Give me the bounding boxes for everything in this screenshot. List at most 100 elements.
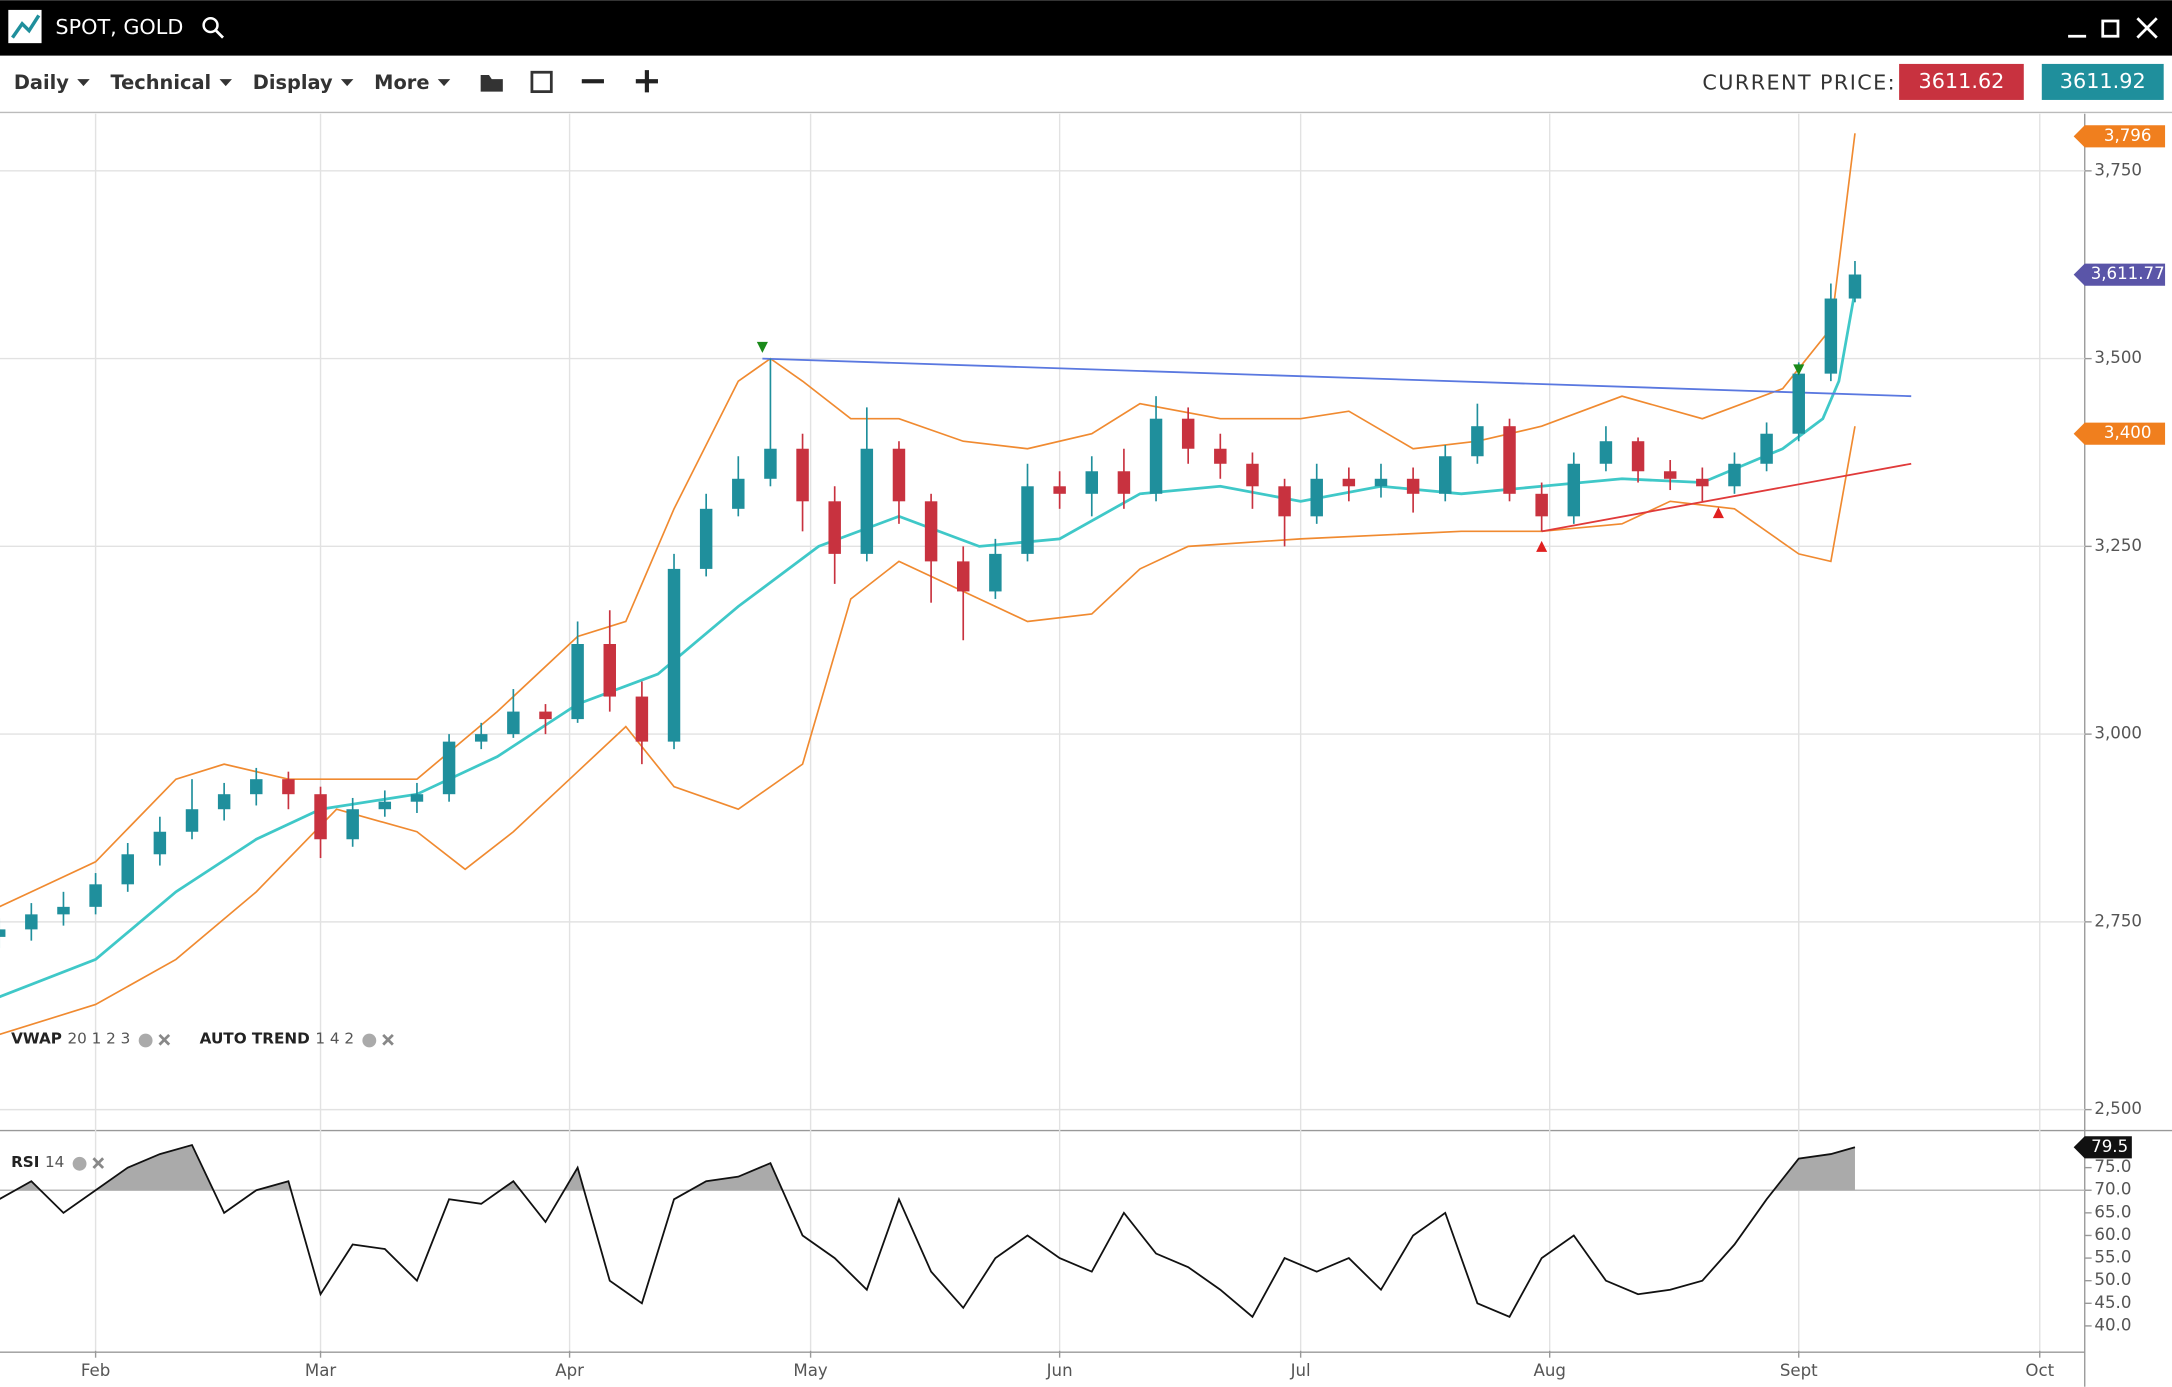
current-price-label: CURRENT PRICE: [1702, 70, 1896, 94]
candle-body [796, 448, 809, 502]
indicator-name: AUTO TREND [200, 1030, 310, 1048]
candle-body [1149, 418, 1163, 494]
indicator-params: 1 4 2 [315, 1030, 354, 1048]
y-tick-label: 65.0 [2094, 1202, 2131, 1221]
menu-item[interactable]: Display [253, 71, 333, 94]
candle-body [892, 448, 906, 502]
settings-icon[interactable] [72, 1156, 87, 1171]
candle-body [539, 711, 552, 720]
candle-body [1760, 433, 1773, 464]
trend-line [762, 357, 1912, 398]
x-tick-label: Jul [1290, 1361, 1311, 1380]
candle-body [1117, 471, 1131, 494]
candle-body [89, 884, 102, 907]
rsi-line [0, 1143, 1856, 1319]
menu-caret[interactable] [219, 79, 232, 87]
ask-box[interactable] [2041, 63, 2164, 100]
x-tick-label: May [793, 1361, 828, 1380]
price-tag [2073, 263, 2166, 286]
x-tick-label: Feb [81, 1361, 110, 1380]
price-tag [2073, 125, 2166, 148]
y-tick-label: 3,750 [2094, 160, 2142, 179]
candle-body [924, 501, 938, 562]
rsi-tag-label: 79.5 [2091, 1137, 2128, 1156]
candle-body [1503, 426, 1516, 494]
candle-body [571, 643, 584, 720]
candle-body [1342, 478, 1356, 487]
settings-icon[interactable] [362, 1033, 377, 1048]
indicator-params: 14 [45, 1153, 64, 1171]
candle-body [764, 448, 777, 479]
candle-body [1792, 373, 1805, 434]
candle-body [153, 831, 167, 855]
open-icon[interactable] [480, 75, 503, 92]
x-tick-label: Sept [1780, 1361, 1818, 1380]
x-tick-label: Mar [305, 1361, 337, 1380]
menu-item[interactable]: More [374, 71, 429, 94]
menu-caret[interactable] [340, 79, 354, 87]
candle-body [1824, 298, 1838, 374]
zoom-in[interactable] [635, 70, 658, 93]
candle-body [1631, 441, 1645, 472]
candle-body [1310, 478, 1323, 517]
candle-body [989, 553, 1002, 592]
menu-caret[interactable] [437, 79, 451, 87]
zoom-out[interactable] [581, 79, 604, 84]
candle-body [57, 906, 70, 915]
y-tick-label: 40.0 [2094, 1315, 2131, 1334]
candle-body [1696, 478, 1709, 487]
y-tick-label: 70.0 [2094, 1180, 2131, 1199]
menu-item[interactable]: Technical [110, 71, 211, 94]
candle-body [378, 801, 392, 810]
candle-body [442, 741, 456, 795]
save-icon[interactable] [530, 70, 553, 94]
indicator-line [0, 290, 1857, 999]
candle-body [1535, 493, 1548, 517]
candle-body [1471, 426, 1484, 457]
candle-body [1214, 448, 1227, 464]
candle-body [732, 478, 745, 509]
rsi-overbought-fill [15, 1145, 1855, 1191]
candle-body [1599, 441, 1613, 464]
y-tick-label: 60.0 [2094, 1225, 2131, 1244]
candle-body [1663, 471, 1677, 479]
restore-button[interactable] [2101, 19, 2120, 38]
title-bar [0, 0, 2172, 56]
x-tick-label: Oct [2025, 1361, 2054, 1380]
indicator-name: VWAP [11, 1030, 62, 1048]
indicator-params: 20 1 2 3 [67, 1030, 130, 1048]
remove-icon[interactable] [382, 1033, 394, 1046]
remove-icon[interactable] [158, 1033, 171, 1046]
price-tag-label: 3,611.77 [2091, 264, 2165, 283]
settings-icon[interactable] [138, 1033, 153, 1048]
signal-marker [1536, 540, 1548, 552]
price-tag-label: 3,796 [2104, 126, 2152, 145]
candle-body [314, 794, 327, 840]
candle-body [667, 568, 681, 742]
logo-mark [11, 14, 41, 39]
candle-body [860, 448, 874, 554]
search-icon[interactable] [202, 16, 219, 34]
search-icon[interactable] [215, 29, 224, 39]
candle-body [699, 508, 713, 569]
candle-body [1374, 478, 1388, 487]
candle-body [635, 696, 649, 742]
candle-body [1439, 456, 1452, 494]
candle-body [25, 914, 38, 930]
indicator-name: RSI [11, 1153, 39, 1171]
menu-item[interactable]: Daily [14, 71, 69, 94]
bid-box[interactable] [1899, 63, 2024, 100]
candle-body [1053, 486, 1066, 494]
menu-caret[interactable] [77, 79, 90, 87]
candle-body [217, 794, 231, 810]
close-button[interactable] [2136, 17, 2158, 39]
y-tick-label: 3,500 [2094, 348, 2142, 367]
candle-body [1406, 478, 1420, 494]
signal-marker [756, 341, 768, 353]
remove-icon[interactable] [92, 1157, 105, 1169]
candle-body [0, 929, 6, 937]
candle-body [1246, 463, 1259, 487]
candle-body [1848, 274, 1862, 299]
candle-body [474, 734, 488, 742]
candle-body [250, 779, 263, 795]
